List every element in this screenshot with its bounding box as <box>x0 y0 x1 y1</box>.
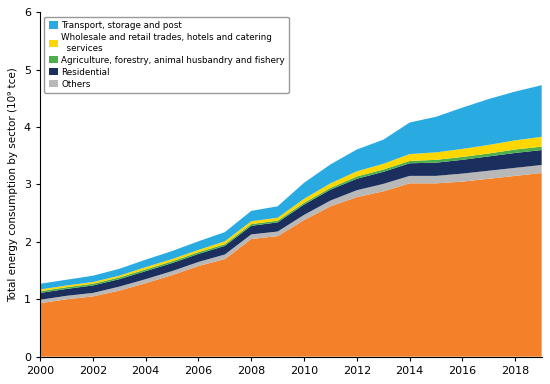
Y-axis label: Total energy consumption by sector (10⁹ tce): Total energy consumption by sector (10⁹ … <box>8 67 18 302</box>
Legend: Transport, storage and post, Wholesale and retail trades, hotels and catering
  : Transport, storage and post, Wholesale a… <box>45 17 289 93</box>
